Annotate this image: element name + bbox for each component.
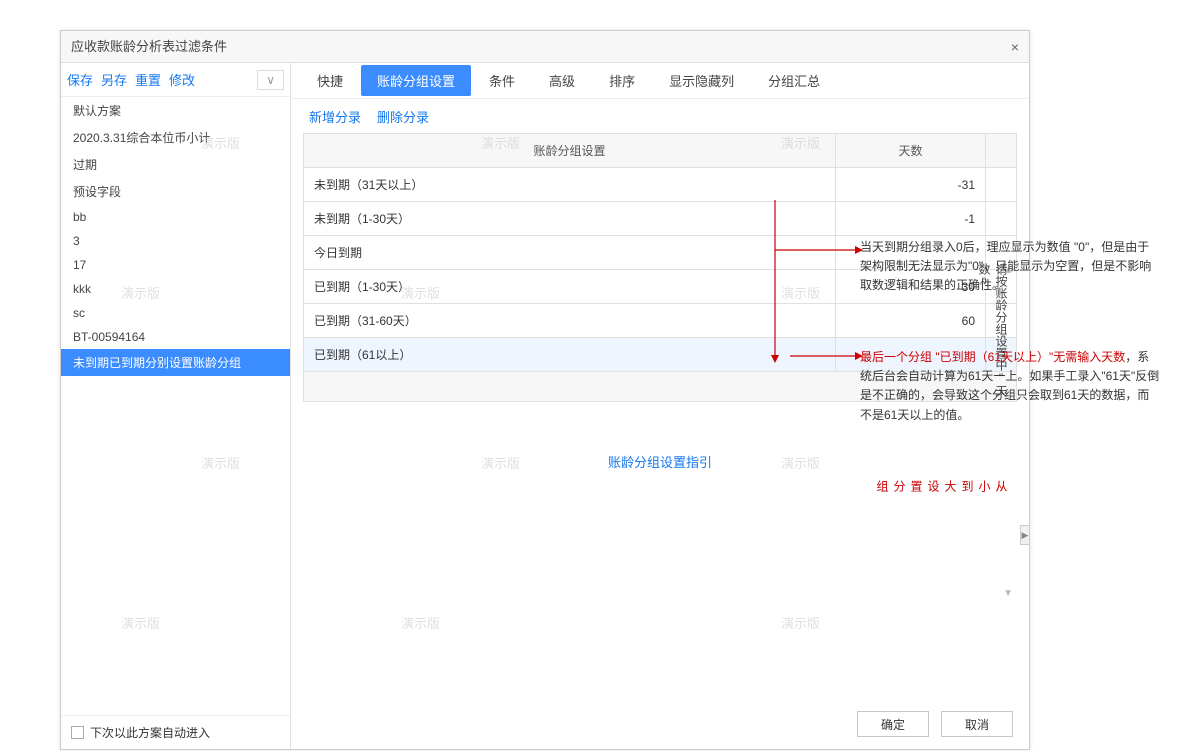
sidebar-item[interactable]: 预设字段 [61, 178, 290, 205]
cell-spacer [986, 168, 1016, 201]
save-as-button[interactable]: 另存 [101, 70, 127, 89]
sidebar-footer: 下次以此方案自动进入 [61, 715, 290, 749]
add-entry-button[interactable]: 新增分录 [309, 107, 361, 126]
annotation-2: 最后一个分组 "已到期（61天以上）"无需输入天数，系统后台会自动计算为61天一… [860, 348, 1160, 425]
chevron-down-icon[interactable]: ∨ [257, 70, 284, 90]
tab[interactable]: 显示隐藏列 [653, 65, 750, 96]
col-header-group: 账龄分组设置 [304, 134, 836, 167]
sidebar-toolbar: 保存 另存 重置 修改 ∨ [61, 63, 290, 97]
titlebar: 应收款账龄分析表过滤条件 × [61, 31, 1029, 63]
table-row[interactable]: 已到期（31-60天）60 [304, 304, 1016, 338]
tab[interactable]: 分组汇总 [752, 65, 836, 96]
col-header-spacer [986, 134, 1016, 167]
window-title: 应收款账龄分析表过滤条件 [71, 31, 227, 62]
delete-entry-button[interactable]: 删除分录 [377, 107, 429, 126]
tabs: 快捷账龄分组设置条件高级排序显示隐藏列分组汇总 [291, 63, 1029, 99]
cell-group-label: 已到期（31-60天） [304, 304, 836, 337]
grid-header: 账龄分组设置 天数 [304, 134, 1016, 168]
sidebar-item[interactable]: 3 [61, 229, 290, 253]
cancel-button[interactable]: 取消 [941, 711, 1013, 737]
tab[interactable]: 高级 [533, 65, 591, 96]
sidebar-item[interactable]: kkk [61, 277, 290, 301]
sub-toolbar: 新增分录 删除分录 [291, 99, 1029, 133]
expander-handle[interactable]: ▶ [1020, 525, 1030, 545]
sidebar-item[interactable]: BT-00594164 [61, 325, 290, 349]
sidebar-item[interactable]: 未到期已到期分别设置账龄分组 [61, 349, 290, 376]
close-icon[interactable]: × [1011, 31, 1019, 62]
cell-group-label: 已到期（61以上） [304, 338, 836, 371]
sidebar-list: 默认方案2020.3.31综合本位币小计过期预设字段bb317kkkscBT-0… [61, 97, 290, 715]
guide-link[interactable]: 账龄分组设置指引 [608, 455, 712, 470]
modify-button[interactable]: 修改 [169, 70, 195, 89]
tab[interactable]: 快捷 [301, 65, 359, 96]
button-row: 确定 取消 [857, 711, 1013, 737]
table-row[interactable]: 未到期（1-30天）-1 [304, 202, 1016, 236]
watermark: 演示版 [401, 613, 440, 632]
watermark: 演示版 [781, 613, 820, 632]
cell-spacer [986, 202, 1016, 235]
sidebar-item[interactable]: 默认方案 [61, 97, 290, 124]
tab[interactable]: 条件 [473, 65, 531, 96]
sidebar-item[interactable]: bb [61, 205, 290, 229]
save-button[interactable]: 保存 [67, 70, 93, 89]
auto-enter-label: 下次以此方案自动进入 [90, 724, 210, 741]
sidebar: 保存 另存 重置 修改 ∨ 默认方案2020.3.31综合本位币小计过期预设字段… [61, 63, 291, 749]
annotation-1: 当天到期分组录入0后，理应显示为数值 "0"，但是由于架构限制无法显示为"0"，… [860, 238, 1160, 296]
ok-button[interactable]: 确定 [857, 711, 929, 737]
sidebar-item[interactable]: sc [61, 301, 290, 325]
sidebar-item[interactable]: 过期 [61, 151, 290, 178]
table-row[interactable]: 未到期（31天以上）-31 [304, 168, 1016, 202]
tab[interactable]: 账龄分组设置 [361, 65, 471, 96]
scroll-down-icon[interactable]: ▼ [1003, 588, 1013, 599]
reset-button[interactable]: 重置 [135, 70, 161, 89]
cell-days[interactable]: 60 [836, 304, 986, 337]
auto-enter-checkbox[interactable] [71, 726, 84, 739]
sidebar-item[interactable]: 2020.3.31综合本位币小计 [61, 124, 290, 151]
vertical-hint-2: 从小到大设置分组 [996, 480, 1010, 492]
cell-group-label: 今日到期 [304, 236, 836, 269]
sidebar-item[interactable]: 17 [61, 253, 290, 277]
tab[interactable]: 排序 [593, 65, 651, 96]
cell-days[interactable]: -31 [836, 168, 986, 201]
cell-group-label: 已到期（1-30天） [304, 270, 836, 303]
cell-group-label: 未到期（31天以上） [304, 168, 836, 201]
cell-days[interactable]: -1 [836, 202, 986, 235]
cell-group-label: 未到期（1-30天） [304, 202, 836, 235]
col-header-days: 天数 [836, 134, 986, 167]
